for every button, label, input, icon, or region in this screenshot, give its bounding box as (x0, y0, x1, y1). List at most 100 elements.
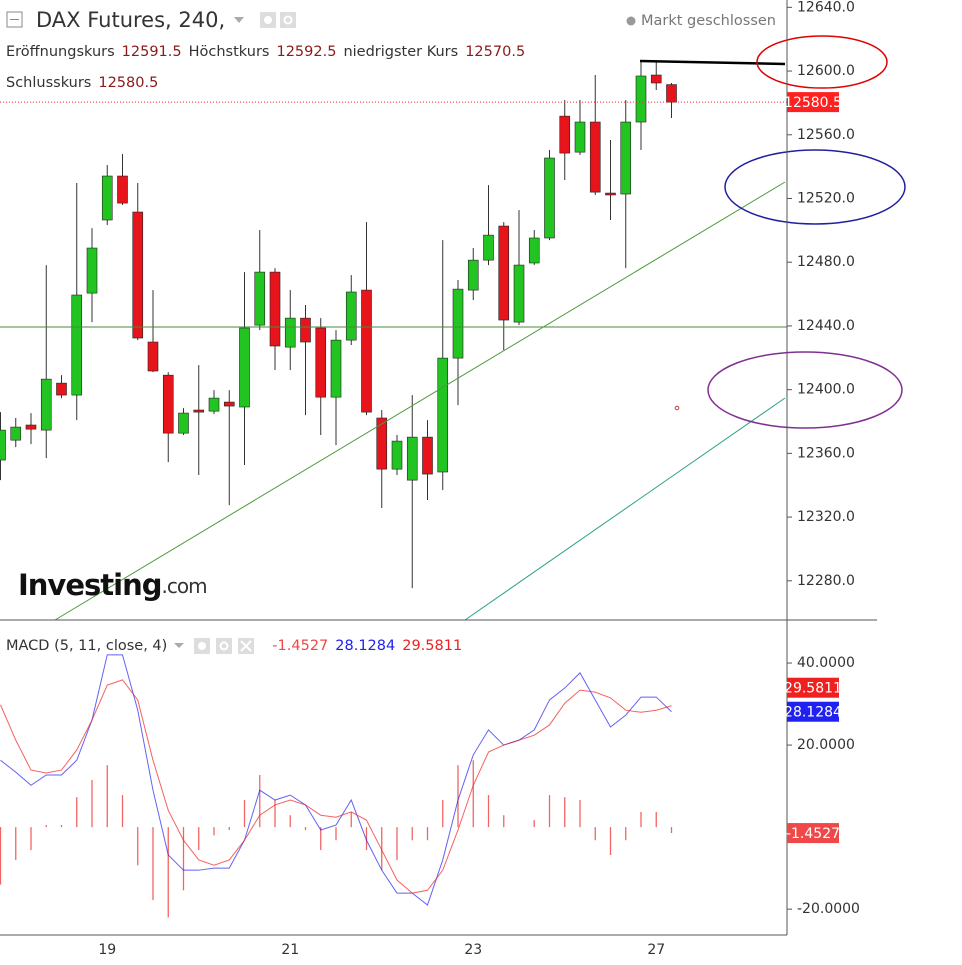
candle-body (544, 157, 555, 239)
candle-body (467, 259, 479, 291)
candle-body (178, 412, 189, 434)
y-tick-label: 12400.0 (797, 382, 855, 398)
x-tick-label: 23 (464, 942, 482, 958)
value-badge-text: 29.5811 (784, 681, 842, 697)
watermark-brand: Investing (18, 568, 161, 602)
candle-body (0, 429, 6, 461)
y-tick-label: 12600.0 (797, 63, 855, 79)
header-icons[interactable] (232, 10, 302, 30)
candle-body (208, 397, 220, 412)
ohlc-label: Schlusskurs (6, 75, 92, 91)
ellipse (707, 351, 903, 429)
value-badge-text: 28.1284 (784, 705, 842, 721)
ohlc-value: 12592.5 (276, 44, 337, 60)
candle-body (345, 291, 357, 341)
candle-body (40, 378, 52, 431)
macd-line (0, 679, 672, 894)
value-badge-text: -1.4527 (786, 826, 840, 842)
candle-body (162, 374, 174, 434)
market-status: Markt geschlossen (625, 13, 776, 29)
x-tick-label: 19 (98, 942, 116, 958)
collapse-icon[interactable] (6, 11, 24, 29)
marker (674, 405, 680, 411)
y-tick-label: 12440.0 (797, 318, 855, 334)
drawn-line (639, 59, 786, 66)
ohlc-row: Schlusskurs 12580.5 (6, 75, 165, 91)
candle-body (452, 288, 464, 359)
watermark-suffix: .com (161, 574, 206, 598)
value-badge (787, 677, 839, 698)
candle-body (650, 74, 662, 84)
x-tick-label: 21 (281, 942, 299, 958)
indicator-value: 28.1284 (335, 638, 396, 654)
candle-body (483, 234, 494, 261)
ohlc-label: Höchstkurs (188, 44, 270, 60)
candle-body (513, 264, 525, 323)
candle-body (666, 84, 677, 103)
last-price-badge (787, 92, 839, 113)
candle-body (361, 289, 372, 413)
status-dot (626, 16, 636, 26)
macd-line (0, 654, 672, 906)
plot (0, 6, 792, 918)
candle-body (71, 294, 83, 396)
y-tick-label: 12520.0 (797, 190, 855, 206)
candle-body (254, 271, 266, 326)
candle-body (605, 192, 616, 196)
indicator-icons[interactable] (174, 636, 266, 656)
chart-header: DAX Futures, 240, (6, 8, 302, 32)
ellipse (756, 35, 888, 89)
candle-body (620, 121, 632, 195)
candle-body (559, 115, 571, 154)
ohlc-label: niedrigster Kurs (343, 44, 459, 60)
indicator-title: MACD (5, 11, close, 4) (6, 638, 168, 654)
y-tick-label: 12360.0 (797, 445, 855, 461)
x-tick-label: 27 (647, 942, 665, 958)
y-tick-label: 40.0000 (797, 655, 855, 671)
macd-header: MACD (5, 11, close, 4) -1.4527 28.1284 2… (6, 636, 469, 656)
candle-body (635, 75, 647, 123)
candle-body (376, 417, 388, 470)
candle-body (315, 327, 327, 398)
ohlc-row: Eröffnungskurs 12591.5 Höchstkurs 12592.… (6, 44, 532, 60)
candle-body (391, 440, 403, 470)
candle-body (574, 121, 586, 153)
candle-body (10, 426, 22, 441)
y-tick-label: 12280.0 (797, 573, 855, 589)
value-badge (787, 823, 839, 844)
last-price-badge-text: 12580.5 (784, 95, 842, 111)
status-text: Markt geschlossen (640, 13, 776, 29)
candle-body (406, 436, 418, 481)
candle-body (132, 211, 144, 339)
candle-body (330, 339, 342, 398)
y-tick-label: 12480.0 (797, 254, 855, 270)
candle-body (422, 436, 433, 475)
candle-body (239, 327, 250, 408)
y-tick-label: 12320.0 (797, 509, 855, 525)
ohlc-value: 12570.5 (465, 44, 526, 60)
indicator-value: 29.5811 (402, 638, 463, 654)
candle-body (117, 175, 128, 204)
indicator-value: -1.4527 (272, 638, 329, 654)
candle-body (223, 401, 235, 407)
candle-body (284, 317, 296, 348)
trend-line (464, 397, 786, 621)
candle-body (147, 341, 159, 372)
candle-body (528, 237, 540, 264)
candle-body (269, 271, 281, 347)
ohlc-value: 12591.5 (121, 44, 182, 60)
candle-body (300, 317, 311, 343)
y-tick-label: 12560.0 (797, 127, 855, 143)
candle-body (589, 121, 601, 193)
ohlc-label: Eröffnungskurs (6, 44, 115, 60)
candle-body (193, 409, 205, 413)
candle-body (56, 382, 67, 396)
trend-line (54, 181, 786, 621)
y-tick-label: 20.0000 (797, 737, 855, 753)
labels: 12280.0 12320.0 12360.0 12400.0 12440.0 12480… (98, 0, 860, 958)
y-tick-label: 12640.0 (797, 0, 855, 15)
value-badge (787, 701, 839, 722)
